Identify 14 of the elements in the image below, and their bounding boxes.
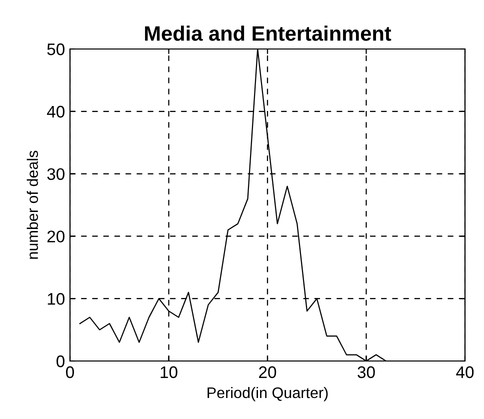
x-tick-label: 40 (456, 366, 474, 378)
y-tick-label: 0 (56, 355, 64, 368)
y-axis-title: number of deals (26, 150, 38, 259)
x-tick-label: 30 (358, 366, 375, 378)
y-tick-label: 30 (47, 168, 64, 180)
y-tick-label: 40 (46, 106, 64, 118)
y-tick-label: 10 (48, 293, 64, 305)
chart-title: Media and Entertainment (145, 26, 392, 41)
y-tick-label: 50 (47, 43, 64, 56)
x-tick-label: 0 (66, 366, 74, 378)
x-tick-label: 20 (259, 366, 276, 378)
x-tick-label: 10 (160, 366, 178, 378)
x-axis-title: Period(in Quarter) (208, 386, 328, 402)
y-tick-label: 20 (47, 230, 64, 242)
